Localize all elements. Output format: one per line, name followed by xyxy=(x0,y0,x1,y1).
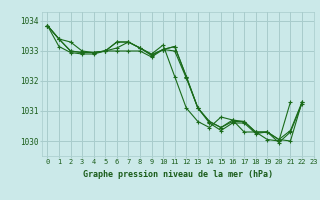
X-axis label: Graphe pression niveau de la mer (hPa): Graphe pression niveau de la mer (hPa) xyxy=(83,170,273,179)
